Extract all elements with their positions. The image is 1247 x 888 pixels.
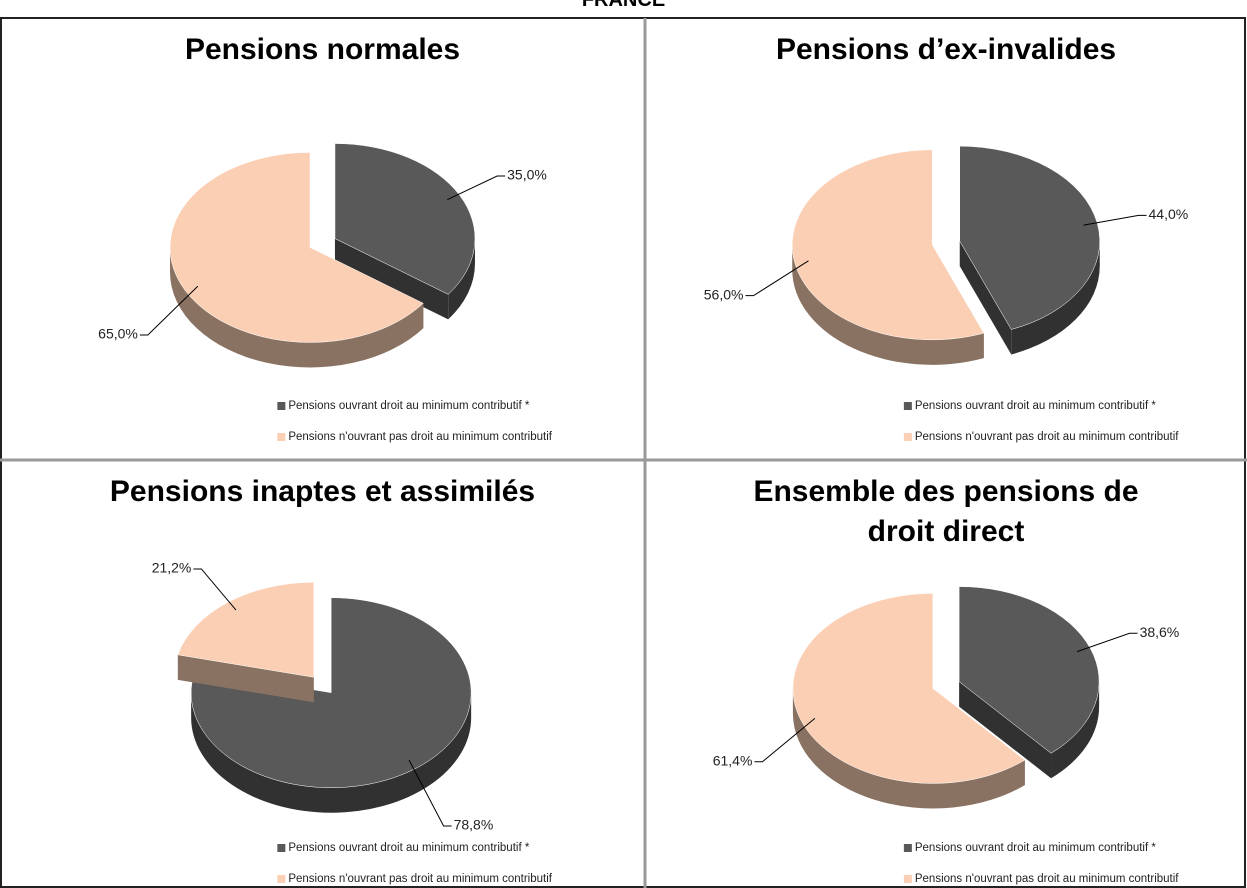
data-label: 38,6%	[1140, 624, 1180, 640]
legend-swatch	[903, 402, 912, 410]
leader-line	[1076, 632, 1138, 653]
leader-line	[754, 718, 816, 763]
legend-label: Pensions ouvrant droit au minimum contri…	[288, 842, 529, 854]
data-label: 61,4%	[713, 752, 753, 768]
slice-side	[792, 688, 1025, 809]
legend-swatch	[903, 433, 912, 441]
legend-swatch	[277, 402, 286, 410]
leader-line	[193, 568, 237, 611]
leader-line	[447, 175, 506, 201]
frame	[0, 17, 1246, 888]
legend-label: Pensions ouvrant droit au minimum contri…	[288, 400, 529, 412]
slice-side	[959, 681, 1052, 779]
slice-side	[1051, 681, 1100, 779]
legend-swatch	[277, 875, 286, 883]
slice-side	[448, 238, 475, 320]
pie-slice	[958, 586, 1100, 754]
leader-line	[408, 759, 452, 827]
slice-side	[959, 241, 1012, 355]
pie-slice	[792, 149, 985, 341]
slice-side	[792, 244, 984, 365]
main-title: FRANCE	[581, 0, 666, 11]
chart-title: Pensions inaptes et assimilés	[109, 475, 536, 508]
leader-line	[745, 260, 809, 297]
legend-label: Pensions n'ouvrant pas droit au minimum …	[915, 873, 1179, 885]
slice-side	[191, 692, 472, 813]
pie-slice	[334, 143, 476, 295]
chart-title: Ensemble des pensions de droit direct	[753, 475, 1139, 548]
leader-line	[139, 285, 199, 336]
legend-swatch	[277, 433, 286, 441]
data-label: 44,0%	[1149, 206, 1189, 222]
pie-slice	[177, 582, 315, 678]
legend-swatch	[903, 875, 912, 883]
data-label: 35,0%	[507, 167, 547, 183]
legend-label: Pensions ouvrant droit au minimum contri…	[915, 400, 1156, 412]
slice-side	[334, 238, 449, 320]
slice-side	[177, 654, 314, 703]
pie-slice	[190, 597, 472, 788]
data-label: 56,0%	[704, 286, 744, 302]
leader-line	[1083, 214, 1147, 226]
chart-title: Pensions d’ex-invalides	[775, 33, 1117, 66]
legend-label: Pensions n'ouvrant pas droit au minimum …	[915, 431, 1179, 443]
pie-slice	[792, 593, 1026, 784]
slice-side	[170, 247, 424, 368]
legend-swatch	[277, 844, 286, 852]
data-label: 78,8%	[454, 817, 494, 833]
pie-slice	[959, 145, 1100, 330]
legend-label: Pensions ouvrant droit au minimum contri…	[915, 842, 1156, 854]
data-label: 65,0%	[98, 326, 138, 342]
data-label: 21,2%	[152, 560, 192, 576]
legend-label: Pensions n'ouvrant pas droit au minimum …	[288, 873, 552, 885]
legend-label: Pensions n'ouvrant pas droit au minimum …	[288, 431, 552, 443]
pie-slice	[169, 152, 424, 343]
legend-swatch	[903, 844, 912, 852]
chart-title: Pensions normales	[184, 33, 461, 66]
slice-side	[1011, 241, 1100, 355]
